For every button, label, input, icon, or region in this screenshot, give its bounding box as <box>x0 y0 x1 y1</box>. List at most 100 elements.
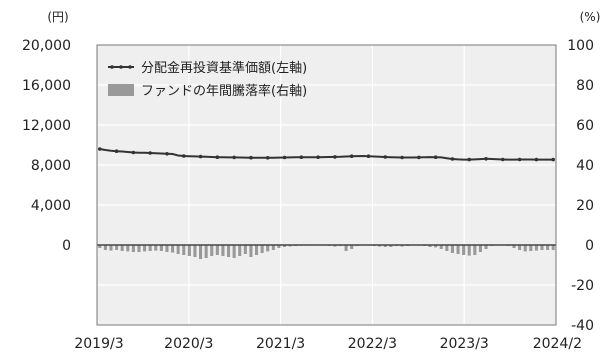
nav-line-layer <box>97 147 556 162</box>
nav-point <box>215 155 220 159</box>
left-tick-label: 16,000 <box>22 78 71 94</box>
drawdown-bar <box>434 245 438 248</box>
drawdown-bar <box>215 245 219 255</box>
nav-point <box>181 154 186 158</box>
left-tick-label: 8,000 <box>31 158 71 174</box>
drawdown-bar <box>109 245 113 251</box>
right-tick-label: 80 <box>576 78 594 94</box>
x-tick-label: 2019/3 <box>74 336 123 352</box>
drawdown-bar <box>165 245 169 252</box>
drawdown-bar <box>534 245 538 251</box>
right-tick-label: 0 <box>585 238 594 254</box>
drawdown-bar <box>529 245 533 251</box>
drawdown-bar <box>159 245 163 251</box>
drawdown-bar <box>350 245 354 249</box>
drawdown-bar <box>171 245 175 253</box>
nav-point <box>282 155 287 160</box>
drawdown-bar <box>204 245 208 258</box>
right-tick-label: -40 <box>571 318 594 334</box>
drawdown-bar <box>518 245 522 250</box>
drawdown-bar <box>238 245 242 256</box>
drawdown-bar <box>277 245 281 248</box>
nav-point <box>417 155 421 160</box>
drawdown-bar <box>143 245 147 252</box>
drawdown-bar <box>383 245 387 247</box>
drawdown-bar <box>227 245 231 257</box>
nav-point <box>366 154 371 158</box>
nav-point <box>349 154 354 158</box>
drawdown-bar <box>148 245 152 251</box>
drawdown-bar <box>193 245 197 257</box>
drawdown-bar <box>456 245 460 254</box>
plot-area <box>97 45 556 325</box>
right-tick-label: 60 <box>576 118 594 134</box>
right-tick-label: -20 <box>571 278 594 294</box>
nav-point <box>551 157 556 162</box>
nav-point <box>316 155 320 159</box>
nav-point <box>165 152 169 156</box>
nav-point <box>97 147 102 151</box>
drawdown-bar <box>546 245 550 250</box>
drawdown-bar <box>131 245 135 252</box>
nav-point <box>333 155 337 159</box>
x-tick-label: 2021/3 <box>256 336 305 352</box>
drawdown-bar <box>210 245 214 256</box>
drawdown-bars <box>98 244 555 259</box>
nav-point <box>131 150 136 155</box>
left-tick-label: 0 <box>62 238 71 254</box>
drawdown-bar <box>154 245 158 251</box>
nav-line <box>99 148 554 161</box>
nav-point <box>232 155 236 160</box>
nav-point <box>198 154 203 159</box>
legend-bar-swatch <box>108 84 134 96</box>
drawdown-bar <box>484 245 488 249</box>
drawdown-bar <box>115 245 119 250</box>
nav-point <box>450 157 455 161</box>
legend-marker <box>128 65 132 69</box>
right-axis-unit: (%) <box>580 10 601 24</box>
drawdown-bar <box>473 245 477 255</box>
drawdown-bar <box>199 245 203 259</box>
drawdown-bar <box>512 245 516 248</box>
drawdown-bar <box>271 245 275 250</box>
drawdown-bar <box>450 245 454 253</box>
drawdown-bar <box>249 245 253 257</box>
right-tick-label: 40 <box>576 158 594 174</box>
nav-point <box>400 155 404 160</box>
plot-border <box>96 44 557 326</box>
nav-point <box>249 155 253 160</box>
x-tick-label: 2022/3 <box>348 336 397 352</box>
drawdown-bar <box>478 245 482 252</box>
nav-point <box>299 155 304 159</box>
axis-labels: 100 80 60 40 20 0 -20 -40 20,000 16,000 12,000 8,00… <box>22 38 594 352</box>
drawdown-bar <box>243 245 247 254</box>
drawdown-bar <box>551 245 555 250</box>
drawdown-bar <box>126 245 130 252</box>
x-tick-label: 2023/3 <box>440 336 489 352</box>
legend-drawdown-label: ファンドの年間騰落率(右軸) <box>141 83 307 99</box>
drawdown-bar <box>260 245 264 253</box>
nav-point <box>148 151 152 155</box>
left-tick-label: 4,000 <box>31 198 71 214</box>
drawdown-bar <box>523 245 527 252</box>
nav-point <box>383 155 388 159</box>
drawdown-bar <box>187 245 191 256</box>
nav-point <box>517 157 522 162</box>
drawdown-bar <box>462 245 466 255</box>
drawdown-bar <box>282 245 287 247</box>
drawdown-bar <box>176 245 180 254</box>
left-tick-label: 12,000 <box>22 118 71 134</box>
nav-point <box>534 157 539 162</box>
nav-point <box>265 156 270 160</box>
drawdown-bar <box>103 245 107 250</box>
nav-point <box>467 157 472 162</box>
nav-point <box>433 155 438 159</box>
right-tick-label: 100 <box>567 38 594 54</box>
x-tick-label: 2020/3 <box>164 336 213 352</box>
legend-marker <box>110 65 114 69</box>
left-tick-label: 20,000 <box>22 38 71 54</box>
legend-line-markers <box>110 65 132 69</box>
legend: 分配金再投資基準価額(左軸) ファンドの年間騰落率(右軸) <box>108 60 307 99</box>
